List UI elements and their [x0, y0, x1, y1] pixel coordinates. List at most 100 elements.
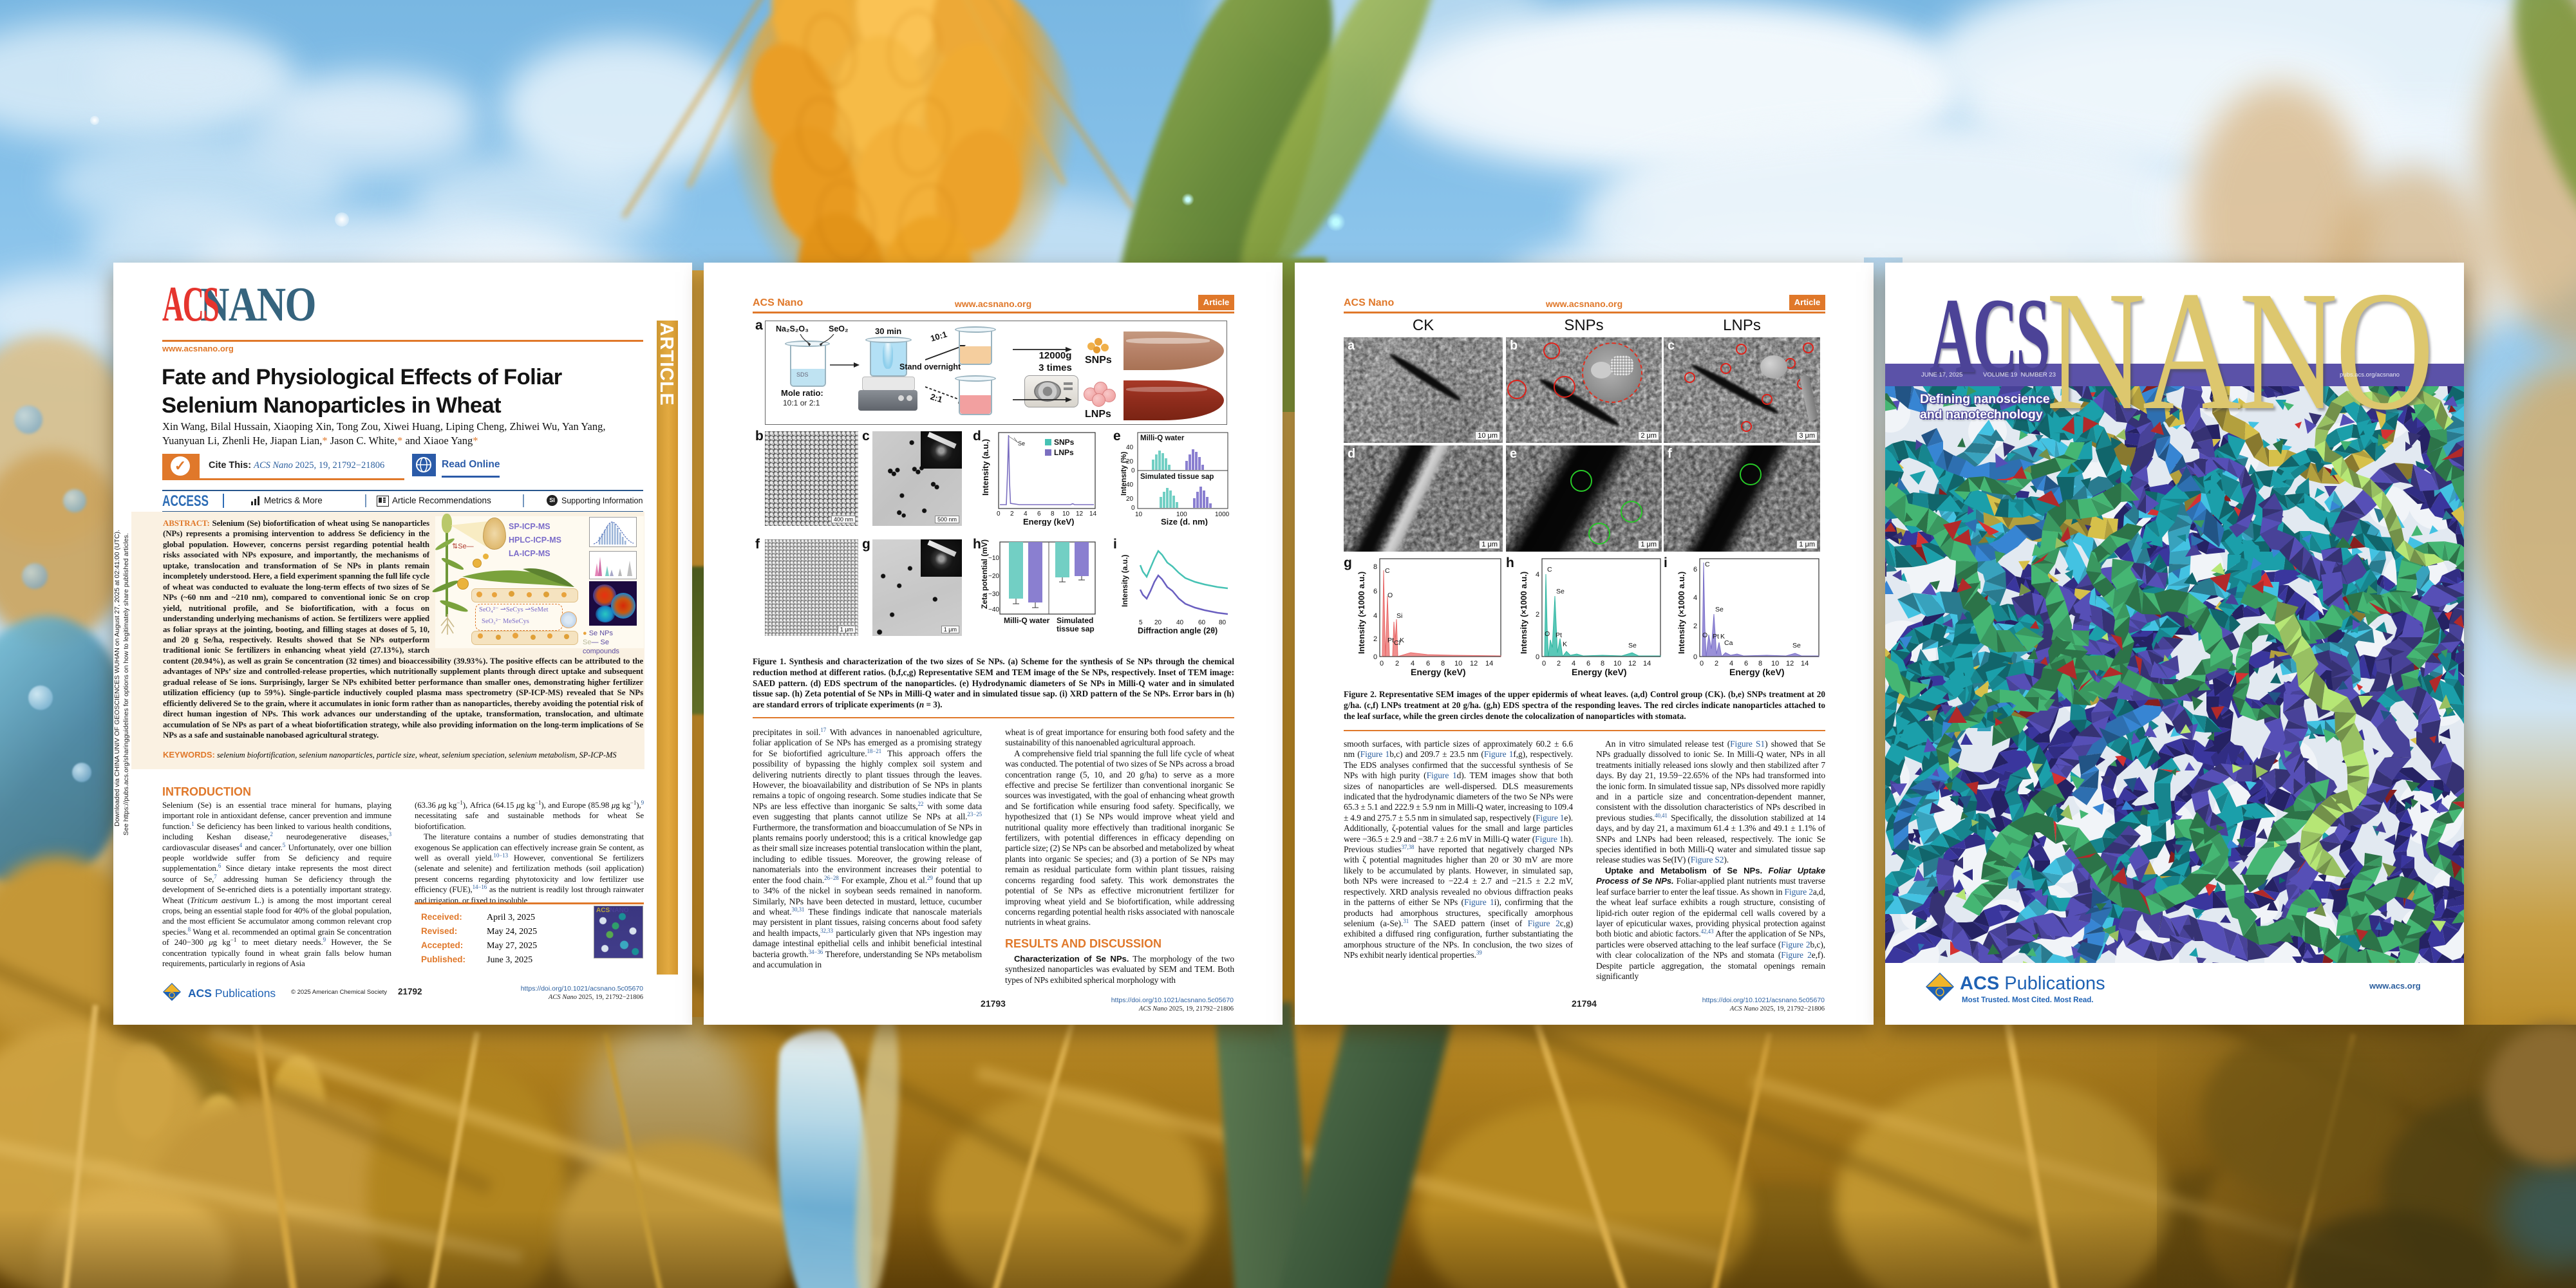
svg-text:Intensity (×1000 a.u.): Intensity (×1000 a.u.) — [1677, 572, 1686, 654]
svg-text:Se: Se — [1556, 588, 1565, 595]
svg-text:Pt: Pt — [1387, 637, 1394, 644]
svg-text:Simulated tissue sap: Simulated tissue sap — [1140, 473, 1214, 481]
svg-text:Zeta potential (mV): Zeta potential (mV) — [981, 539, 989, 609]
svg-text:2: 2 — [1536, 611, 1539, 619]
svg-text:12: 12 — [1470, 660, 1478, 667]
svg-text:0: 0 — [1700, 660, 1704, 667]
svg-text:20: 20 — [1154, 619, 1162, 626]
svg-text:14: 14 — [1089, 510, 1097, 518]
svg-text:Energy (keV): Energy (keV) — [1572, 667, 1627, 677]
svg-text:Simulated: Simulated — [1057, 616, 1093, 625]
svg-text:6: 6 — [1693, 566, 1697, 574]
svg-text:0: 0 — [1542, 660, 1546, 667]
svg-text:100: 100 — [1176, 511, 1187, 518]
svg-text:40: 40 — [1126, 481, 1134, 489]
svg-text:LNPs: LNPs — [1054, 448, 1074, 457]
svg-text:C: C — [1547, 566, 1552, 574]
svg-text:Size (d. nm): Size (d. nm) — [1161, 517, 1208, 526]
svg-text:12: 12 — [1786, 660, 1794, 667]
svg-text:Intensity (×1000 a.u.): Intensity (×1000 a.u.) — [1357, 572, 1366, 654]
svg-text:−20: −20 — [988, 573, 999, 580]
svg-text:1000: 1000 — [1215, 511, 1230, 518]
svg-text:K: K — [1400, 637, 1404, 644]
svg-text:O: O — [1702, 631, 1707, 639]
svg-text:tissue sap: tissue sap — [1057, 624, 1095, 633]
svg-text:4: 4 — [1729, 660, 1733, 667]
svg-text:6: 6 — [1586, 660, 1590, 667]
svg-text:2: 2 — [1395, 660, 1399, 667]
svg-text:2: 2 — [1010, 510, 1014, 518]
svg-text:60: 60 — [1198, 619, 1206, 626]
svg-text:0: 0 — [997, 510, 1001, 518]
svg-text:4: 4 — [1536, 571, 1539, 579]
svg-text:6: 6 — [1744, 660, 1748, 667]
svg-text:−40: −40 — [988, 606, 999, 613]
svg-text:14: 14 — [1643, 660, 1651, 667]
svg-text:6: 6 — [1037, 510, 1041, 518]
svg-text:K: K — [1720, 633, 1725, 640]
svg-text:Se: Se — [1018, 440, 1025, 447]
svg-text:Energy (keV): Energy (keV) — [1411, 667, 1466, 677]
svg-text:8: 8 — [1051, 510, 1055, 518]
svg-text:Ca: Ca — [1724, 639, 1733, 647]
svg-text:6: 6 — [1373, 588, 1377, 595]
svg-text:Se: Se — [1792, 642, 1801, 649]
svg-text:2: 2 — [1693, 622, 1697, 630]
svg-text:Se: Se — [1628, 642, 1637, 649]
svg-text:Intensity (a.u.): Intensity (a.u.) — [1121, 555, 1129, 607]
svg-text:12: 12 — [1628, 660, 1636, 667]
svg-text:Intensity (a.u.): Intensity (a.u.) — [981, 439, 990, 496]
svg-text:2: 2 — [1557, 660, 1561, 667]
svg-text:10: 10 — [1062, 510, 1070, 518]
svg-text:SNPs: SNPs — [1054, 438, 1075, 447]
svg-text:Pt: Pt — [1556, 631, 1562, 639]
svg-text:Cl: Cl — [1394, 639, 1400, 647]
svg-text:8: 8 — [1441, 660, 1445, 667]
svg-text:4: 4 — [1411, 660, 1415, 667]
svg-text:Si: Si — [1396, 612, 1402, 620]
svg-text:0: 0 — [1693, 653, 1697, 661]
svg-text:C: C — [1385, 567, 1390, 575]
svg-text:−30: −30 — [988, 591, 999, 598]
svg-text:O: O — [1545, 630, 1550, 638]
svg-text:80: 80 — [1219, 619, 1227, 626]
svg-text:0: 0 — [1131, 505, 1135, 512]
svg-text:0: 0 — [1373, 653, 1377, 661]
svg-text:10: 10 — [1771, 660, 1779, 667]
svg-text:8: 8 — [1758, 660, 1762, 667]
svg-text:Pt: Pt — [1713, 633, 1719, 640]
svg-text:14: 14 — [1801, 660, 1809, 667]
svg-text:14: 14 — [1485, 660, 1493, 667]
svg-text:4: 4 — [1373, 612, 1377, 620]
svg-text:Energy (keV): Energy (keV) — [1729, 667, 1785, 677]
svg-text:10: 10 — [1135, 511, 1143, 518]
svg-text:Se: Se — [1715, 606, 1724, 613]
svg-text:2: 2 — [1715, 660, 1718, 667]
svg-text:12: 12 — [1076, 510, 1084, 518]
svg-text:20: 20 — [1126, 496, 1134, 503]
svg-text:4: 4 — [1572, 660, 1575, 667]
svg-text:4: 4 — [1693, 594, 1697, 602]
svg-text:C: C — [1705, 561, 1710, 568]
svg-text:Intensity (×1000 a.u.): Intensity (×1000 a.u.) — [1519, 572, 1528, 654]
svg-text:8: 8 — [1601, 660, 1604, 667]
svg-text:K: K — [1563, 640, 1567, 648]
svg-text:6: 6 — [1426, 660, 1430, 667]
svg-text:40: 40 — [1126, 444, 1134, 451]
svg-text:8: 8 — [1373, 563, 1377, 571]
svg-text:4: 4 — [1024, 510, 1028, 518]
svg-text:40: 40 — [1176, 619, 1184, 626]
svg-text:Milli-Q water: Milli-Q water — [1140, 434, 1185, 442]
svg-text:−10: −10 — [988, 555, 999, 562]
svg-text:0: 0 — [1380, 660, 1384, 667]
svg-text:Intensity (%): Intensity (%) — [1121, 451, 1128, 496]
svg-text:O: O — [1387, 592, 1393, 599]
svg-text:2: 2 — [1373, 635, 1377, 643]
svg-text:Milli-Q water: Milli-Q water — [1004, 616, 1050, 625]
svg-text:20: 20 — [1126, 458, 1134, 465]
svg-text:10: 10 — [1454, 660, 1462, 667]
svg-text:Energy (keV): Energy (keV) — [1023, 517, 1074, 526]
svg-text:Diffraction angle (2θ): Diffraction angle (2θ) — [1138, 626, 1217, 635]
svg-text:5: 5 — [1139, 619, 1143, 626]
svg-text:10: 10 — [1613, 660, 1621, 667]
